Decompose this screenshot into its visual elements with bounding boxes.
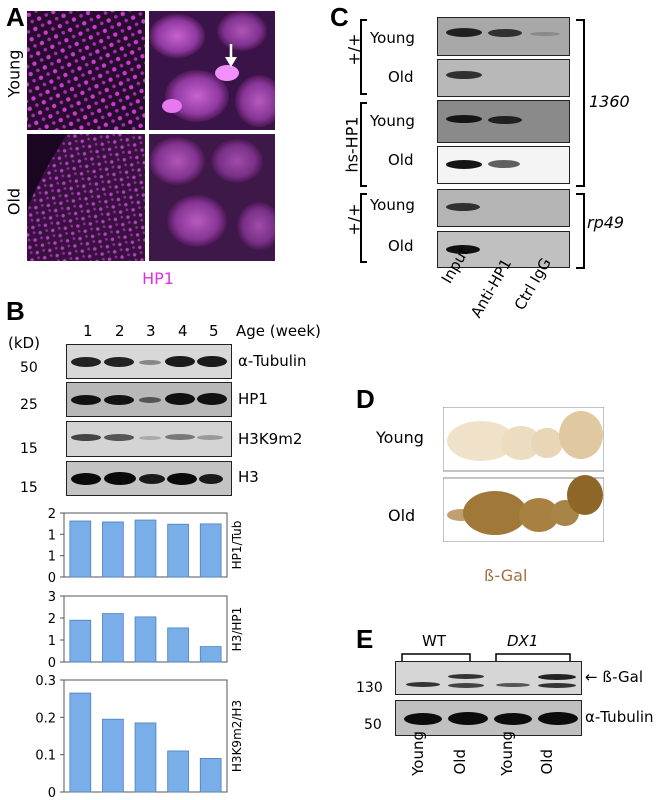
- y-tick-label: 0: [48, 786, 56, 800]
- panel-b-label: B: [6, 296, 25, 326]
- y-tick-label: 2: [48, 612, 56, 627]
- panel-c-left-brackets: [360, 19, 367, 263]
- panel-b-blot-h3: [66, 461, 232, 496]
- panel-d-label: D: [356, 384, 375, 414]
- panel-b-blot-name-3: H3K9m2: [238, 430, 303, 448]
- panel-c-row-6: Old: [388, 237, 414, 255]
- bar-3: [134, 616, 157, 663]
- y-tick-label: 0.1: [35, 749, 56, 764]
- panel-b-lane-header: Age (week): [236, 322, 321, 340]
- panel-d-row-young: Young: [376, 428, 424, 447]
- panel-c-row-1: Young: [370, 29, 415, 47]
- panel-b-unit: (kD): [8, 334, 40, 352]
- panel-d-row-old: Old: [388, 506, 416, 525]
- panel-c-label: C: [330, 2, 349, 32]
- panel-b-blot-tubulin: [66, 344, 232, 379]
- bar-chart-2: 0 1 2 3 H3/HP1: [48, 590, 244, 671]
- panel-b-lane-5: 5: [209, 322, 219, 340]
- panel-c-target-rp49: rp49: [587, 213, 625, 232]
- panel-b-blot-name-1: α-Tubulin: [238, 352, 307, 370]
- panel-b-lane-3: 3: [146, 322, 156, 340]
- panel-e-blot-tubulin-label: α-Tubulin: [585, 708, 654, 726]
- panel-d-stain-label: ß-Gal: [484, 566, 528, 585]
- panel-e-col-3: Young: [498, 731, 516, 776]
- panel-a-stain-label: HP1: [142, 269, 174, 288]
- bar-chart-1: 0 1 1 2 HP1/Tub: [48, 507, 244, 586]
- panel-e-group-brackets: [401, 653, 571, 662]
- y-tick-label: 3: [48, 590, 56, 605]
- panel-c-gel-3: [437, 100, 570, 143]
- y-axis-label: HP1/Tub: [230, 521, 244, 570]
- panel-b-lane-2: 2: [115, 322, 125, 340]
- bar-4: [167, 750, 189, 793]
- bar-5: [199, 758, 222, 793]
- panel-e-group-dx1: DX1: [507, 632, 539, 650]
- panel-b-blot-name-2: HP1: [238, 390, 268, 408]
- bar-1: [69, 619, 92, 663]
- panel-c-gel-5: [437, 189, 570, 227]
- panel-b-marker-3: 15: [20, 441, 38, 457]
- panel-b-blot-name-4: H3: [238, 468, 259, 486]
- panel-e-group-wt: WT: [422, 632, 446, 650]
- y-tick-label: 0: [48, 571, 56, 586]
- panel-c-gel-4: [437, 146, 570, 184]
- panel-e-col-1: Young: [409, 731, 427, 776]
- panel-e-blot-bgal-label: ← ß-Gal: [585, 668, 644, 686]
- y-tick-label: 1: [48, 634, 56, 649]
- y-tick-label: 0.3: [35, 674, 56, 689]
- panel-e-marker-50: 50: [364, 717, 382, 733]
- bar-1: [69, 692, 92, 793]
- y-tick-label: 0: [48, 656, 56, 671]
- panel-e-marker-130: 130: [356, 680, 383, 696]
- bar-5: [199, 523, 222, 578]
- panel-e-col-2: Old: [451, 749, 469, 775]
- panel-b-blot-h3k9m2: [66, 421, 232, 457]
- bar-chart-3: 0 0.1 0.2 0.3 H3K9m2/H3: [35, 674, 244, 800]
- bar-5: [199, 646, 222, 663]
- panel-a-label: A: [6, 2, 25, 32]
- bar-4: [167, 627, 189, 663]
- bar-2: [102, 718, 124, 793]
- panel-e-label: E: [356, 624, 374, 654]
- panel-e-blot-bgal: [395, 661, 582, 695]
- panel-c-row-2: Old: [388, 68, 414, 86]
- bar-2: [102, 613, 124, 663]
- panel-b-blot-hp1: [66, 382, 232, 417]
- panel-c-row-3: Young: [370, 112, 415, 130]
- y-tick-label: 2: [48, 507, 56, 522]
- panel-b-marker-2: 25: [20, 397, 38, 413]
- y-tick-label: 1: [48, 550, 56, 565]
- bar-4: [167, 523, 189, 578]
- bar-3: [134, 722, 157, 793]
- panel-e-blot-tubulin: [395, 700, 582, 736]
- panel-d-images: [443, 407, 604, 542]
- panel-c-gel-6: [437, 231, 570, 268]
- panel-a-micrographs: [27, 11, 275, 261]
- panel-b-marker-1: 50: [20, 360, 38, 376]
- y-axis-label: H3K9m2/H3: [230, 700, 244, 772]
- panel-c-gel-2: [437, 59, 570, 97]
- bar-2: [102, 521, 124, 578]
- panel-e-col-4: Old: [538, 749, 556, 775]
- bar-3: [134, 519, 157, 578]
- panel-c-gel-1: [437, 17, 570, 56]
- panel-c-target-1360: 1360: [589, 92, 630, 111]
- y-axis-label: H3/HP1: [230, 607, 244, 652]
- y-tick-label: 0.2: [35, 711, 56, 726]
- panel-c-row-4: Old: [388, 151, 414, 169]
- panel-b-lane-4: 4: [178, 322, 188, 340]
- panel-b-lane-1: 1: [83, 322, 93, 340]
- panel-b-marker-4: 15: [20, 480, 38, 496]
- panel-c-row-5: Young: [370, 196, 415, 214]
- bar-1: [69, 520, 92, 578]
- panel-c-right-brackets: [576, 19, 585, 269]
- y-tick-label: 1: [48, 528, 56, 543]
